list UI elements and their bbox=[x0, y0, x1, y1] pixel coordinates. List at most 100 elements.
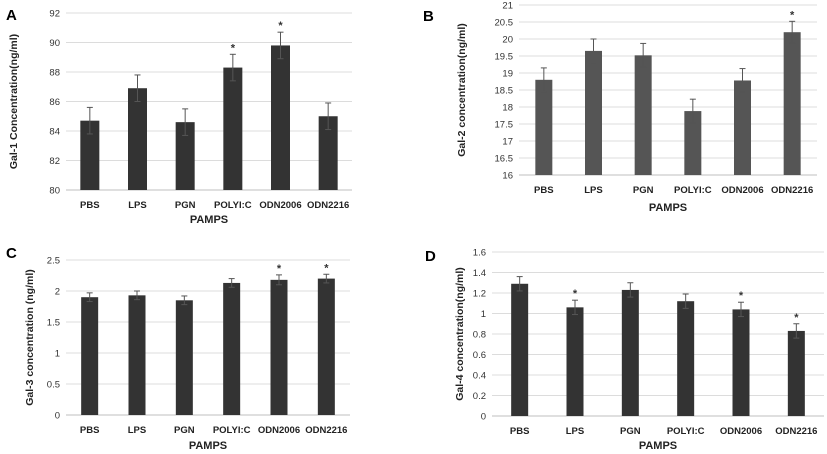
bar bbox=[734, 80, 751, 175]
bar bbox=[223, 282, 241, 415]
y-tick-label: 80 bbox=[49, 186, 60, 197]
y-tick-label: 0 bbox=[481, 412, 486, 423]
category-label: LPS bbox=[566, 426, 584, 437]
category-label: POLYI:C bbox=[214, 200, 252, 211]
y-tick-label: 20 bbox=[502, 35, 513, 46]
y-axis-title: Gal-4 concentration(ng/ml) bbox=[454, 267, 466, 401]
x-axis-title: PAMPS bbox=[190, 214, 228, 226]
category-label: ODN2216 bbox=[771, 185, 813, 196]
category-label: PGN bbox=[174, 425, 195, 436]
y-tick-label: 86 bbox=[49, 97, 60, 108]
y-tick-label: 82 bbox=[49, 156, 60, 167]
category-label: ODN2006 bbox=[259, 200, 301, 211]
y-tick-label: 88 bbox=[49, 68, 60, 79]
y-tick-label: 20.5 bbox=[495, 18, 514, 29]
bar bbox=[677, 301, 695, 416]
bar bbox=[684, 111, 702, 175]
y-tick-label: 0.4 bbox=[473, 371, 486, 382]
bar bbox=[732, 309, 750, 416]
y-tick-label: 19 bbox=[502, 69, 513, 80]
category-label: PGN bbox=[620, 426, 641, 437]
significance-marker: * bbox=[278, 20, 283, 32]
panel-letter: A bbox=[6, 7, 17, 24]
y-axis-title: Gal-3 concentration (ng/ml) bbox=[24, 269, 36, 406]
significance-marker: * bbox=[739, 290, 744, 302]
bar bbox=[223, 67, 243, 190]
category-label: POLYI:C bbox=[667, 426, 705, 437]
significance-marker: * bbox=[790, 9, 795, 21]
significance-marker: * bbox=[231, 42, 236, 54]
y-tick-label: 18 bbox=[502, 103, 513, 114]
y-tick-label: 2 bbox=[55, 287, 60, 298]
category-label: PGN bbox=[633, 185, 654, 196]
y-tick-label: 90 bbox=[49, 38, 60, 49]
bar bbox=[585, 50, 602, 175]
significance-marker: * bbox=[573, 288, 578, 300]
y-tick-label: 0.5 bbox=[47, 380, 60, 391]
y-tick-label: 2.5 bbox=[47, 256, 60, 267]
y-tick-label: 16 bbox=[502, 171, 513, 182]
bar bbox=[128, 295, 146, 415]
bar bbox=[317, 278, 335, 415]
bar bbox=[621, 289, 639, 416]
chart-panel-b: B 16 16.5 17 17.5 18 18.5 19 19.5 20 20.5 21 PBS LPS P… bbox=[423, 1, 817, 214]
bar bbox=[634, 55, 652, 175]
chart-panel-c: C 0 0.5 1 1.5 2 2.5 PBS LPS PGN POLYI:C * ODN2006 * OD… bbox=[6, 245, 350, 452]
category-label: ODN2216 bbox=[775, 426, 817, 437]
category-label: ODN2006 bbox=[720, 426, 762, 437]
y-tick-label: 0 bbox=[55, 411, 60, 422]
bar bbox=[787, 330, 805, 416]
category-label: ODN2006 bbox=[721, 185, 763, 196]
panel-letter: B bbox=[423, 8, 434, 25]
bar bbox=[566, 307, 584, 416]
bar bbox=[271, 45, 290, 191]
y-tick-label: 1 bbox=[55, 349, 60, 360]
significance-marker: * bbox=[794, 312, 799, 324]
bar bbox=[783, 32, 801, 176]
bar bbox=[128, 88, 147, 190]
y-tick-label: 16.5 bbox=[495, 154, 514, 165]
y-tick-label: 17 bbox=[502, 137, 513, 148]
category-label: PBS bbox=[80, 200, 100, 211]
x-axis-title: PAMPS bbox=[189, 440, 227, 452]
y-tick-label: 1 bbox=[481, 309, 486, 320]
category-label: PBS bbox=[534, 185, 554, 196]
y-axis-title: Gal-2 concentration(ng/ml) bbox=[456, 23, 468, 157]
panel-letter: D bbox=[425, 248, 436, 265]
panel-letter: C bbox=[6, 245, 17, 262]
bar bbox=[318, 116, 338, 190]
y-tick-label: 1.6 bbox=[473, 248, 486, 259]
y-tick-label: 0.6 bbox=[473, 350, 486, 361]
y-tick-label: 84 bbox=[49, 127, 60, 138]
y-axis-title: Gal-1 Concentration(ng/ml) bbox=[8, 34, 20, 169]
chart-panel-a: A 80 82 84 86 88 90 92 PBS LPS PGN * POLYI:C * ODN2006… bbox=[6, 7, 352, 226]
y-tick-label: 18.5 bbox=[495, 86, 514, 97]
y-tick-label: 1.4 bbox=[473, 268, 486, 279]
category-label: LPS bbox=[128, 425, 146, 436]
y-tick-label: 17.5 bbox=[495, 120, 514, 131]
category-label: ODN2216 bbox=[307, 200, 349, 211]
x-axis-title: PAMPS bbox=[639, 440, 677, 452]
bar bbox=[81, 297, 99, 415]
y-tick-label: 1.2 bbox=[473, 289, 486, 300]
category-label: POLYI:C bbox=[674, 185, 712, 196]
y-tick-label: 0.2 bbox=[473, 391, 486, 402]
y-tick-label: 92 bbox=[49, 9, 60, 20]
significance-marker: * bbox=[277, 263, 282, 275]
y-tick-label: 19.5 bbox=[495, 52, 514, 63]
bar bbox=[535, 79, 553, 175]
category-label: LPS bbox=[584, 185, 602, 196]
category-label: POLYI:C bbox=[213, 425, 251, 436]
category-label: ODN2006 bbox=[258, 425, 300, 436]
category-label: PBS bbox=[510, 426, 530, 437]
bar bbox=[511, 283, 529, 416]
x-axis-title: PAMPS bbox=[649, 202, 687, 214]
category-label: LPS bbox=[128, 200, 146, 211]
significance-marker: * bbox=[324, 262, 329, 274]
y-tick-label: 21 bbox=[502, 1, 513, 12]
category-label: PBS bbox=[80, 425, 100, 436]
category-label: PGN bbox=[175, 200, 196, 211]
bar bbox=[175, 300, 193, 415]
category-label: ODN2216 bbox=[305, 425, 347, 436]
